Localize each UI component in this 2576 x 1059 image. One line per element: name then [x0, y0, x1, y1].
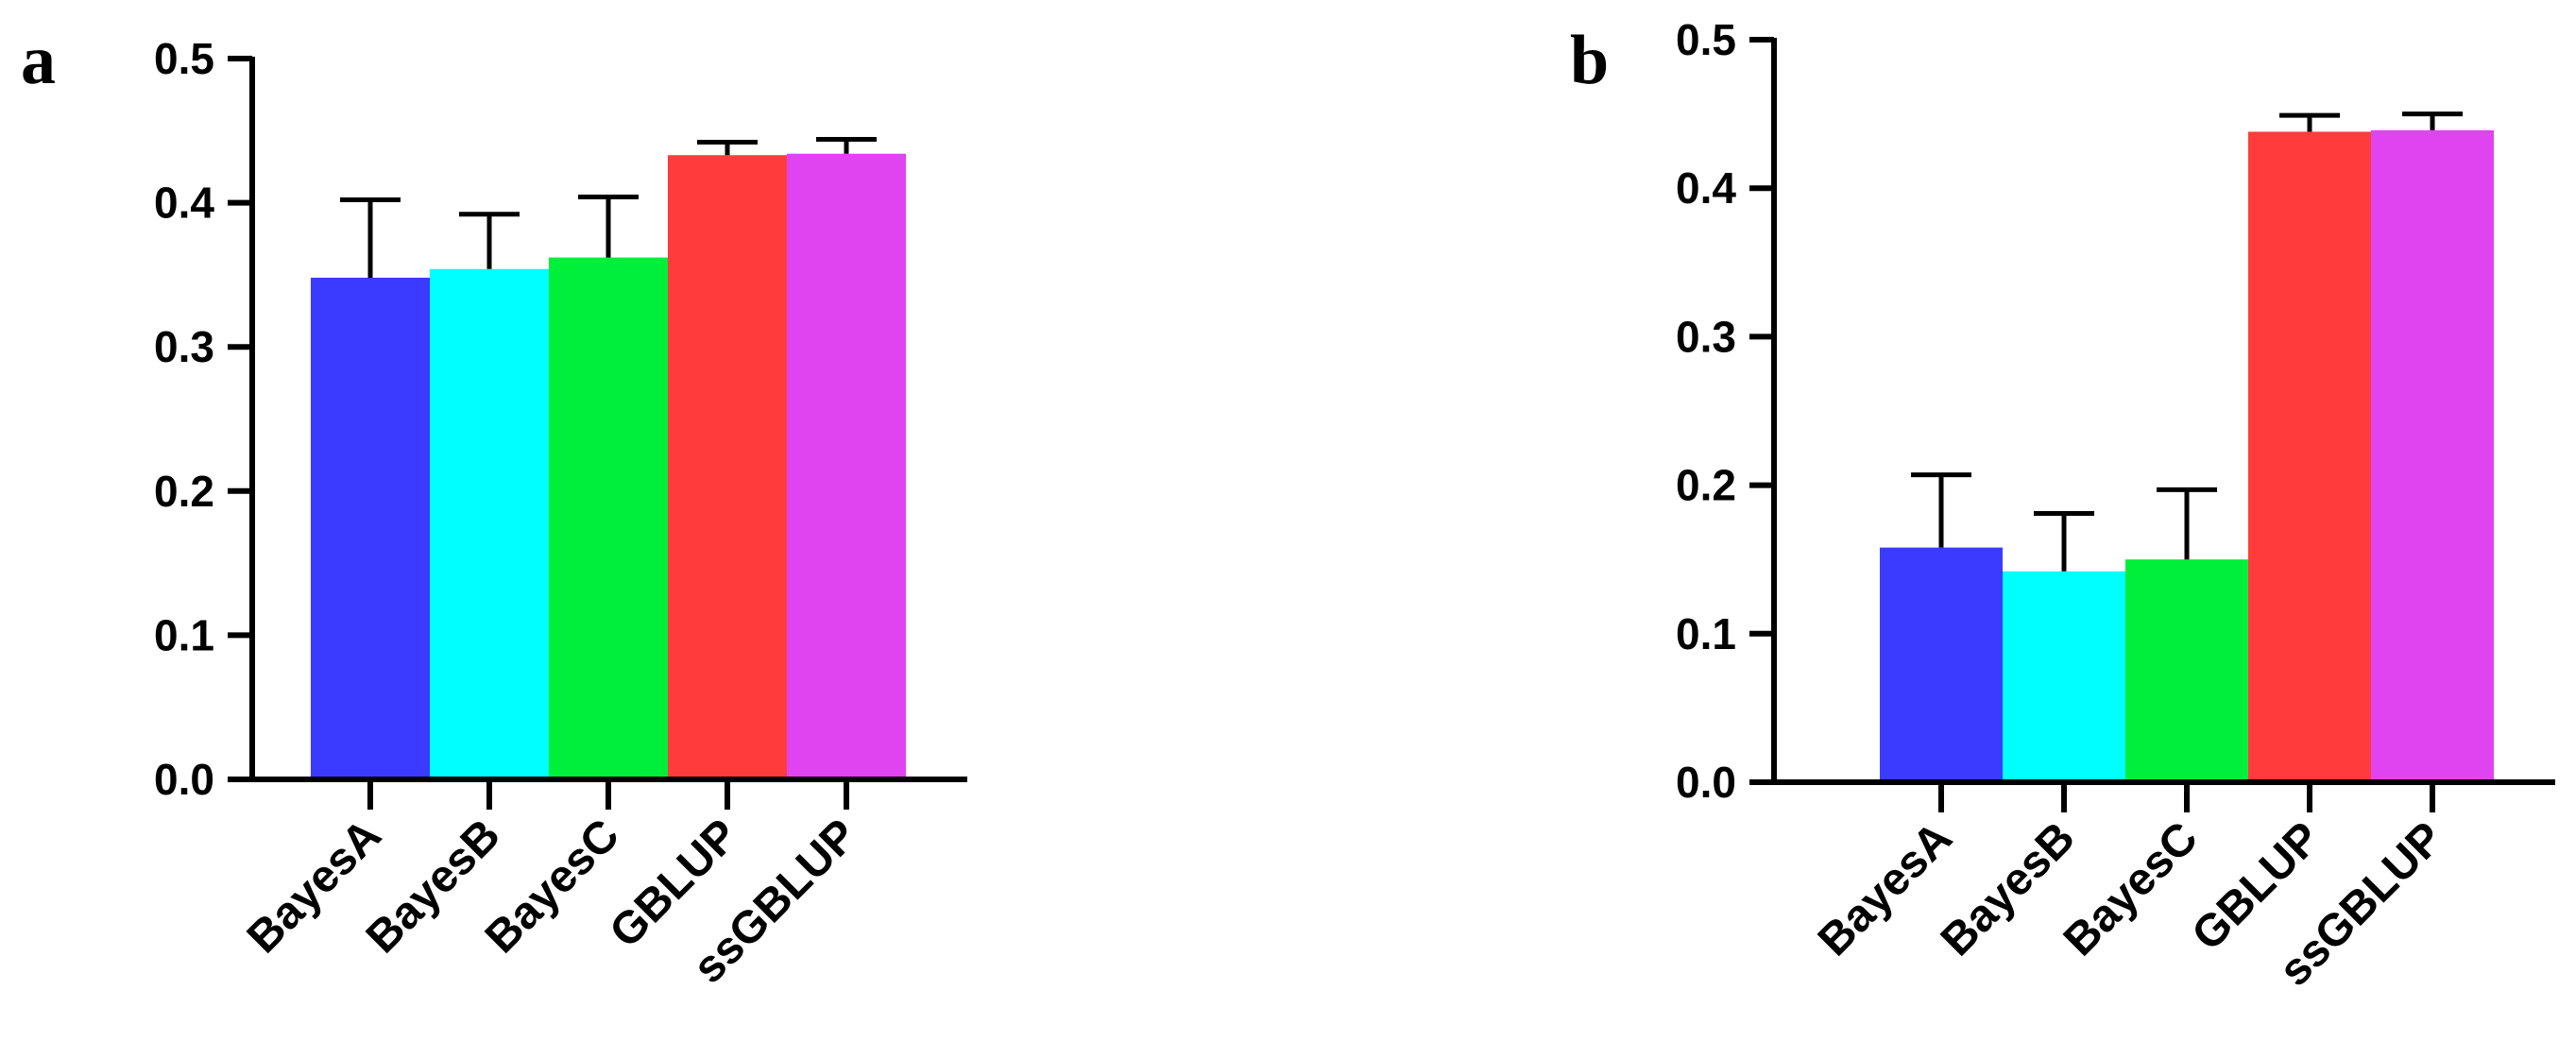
y-tick-label: 0.1 — [154, 610, 214, 659]
y-tick-label: 0.4 — [154, 179, 214, 228]
x-tick-label: BayesA — [1809, 812, 1962, 965]
bar-BayesA — [311, 277, 430, 779]
y-tick-label: 0.5 — [1676, 15, 1736, 64]
bar-BayesB — [2003, 571, 2125, 782]
bar-BayesA — [1880, 547, 2003, 782]
x-tick-label: BayesC — [2055, 812, 2208, 965]
y-tick-label: 0.1 — [1676, 609, 1736, 658]
x-tick-label: BayesB — [357, 810, 510, 963]
bar-ssGBLUP — [787, 153, 906, 779]
panel-label: a — [21, 22, 56, 99]
y-tick-label: 0.0 — [154, 755, 214, 804]
x-tick-label: BayesC — [476, 810, 629, 963]
x-tick-label: BayesB — [1932, 812, 2085, 965]
chart-panel-a: a0.00.10.20.30.40.5BayesABayesBBayesCGBL… — [21, 22, 967, 993]
x-tick-label: BayesA — [238, 810, 391, 963]
bar-BayesB — [430, 268, 549, 779]
y-tick-label: 0.2 — [154, 467, 214, 516]
panel-label: b — [1570, 22, 1609, 99]
chart-panel-b: b0.00.10.20.30.40.5BayesABayesBBayesCGBL… — [1570, 15, 2555, 996]
y-tick-label: 0.3 — [1676, 312, 1736, 361]
bar-GBLUP — [668, 155, 787, 779]
y-tick-label: 0.3 — [154, 322, 214, 371]
y-tick-label: 0.5 — [154, 34, 214, 83]
bar-BayesC — [549, 257, 668, 779]
bar-ssGBLUP — [2371, 129, 2494, 783]
bar-GBLUP — [2248, 131, 2371, 783]
bar-BayesC — [2125, 559, 2248, 782]
y-tick-label: 0.2 — [1676, 461, 1736, 510]
y-tick-label: 0.4 — [1676, 163, 1736, 213]
y-tick-label: 0.0 — [1676, 758, 1736, 807]
